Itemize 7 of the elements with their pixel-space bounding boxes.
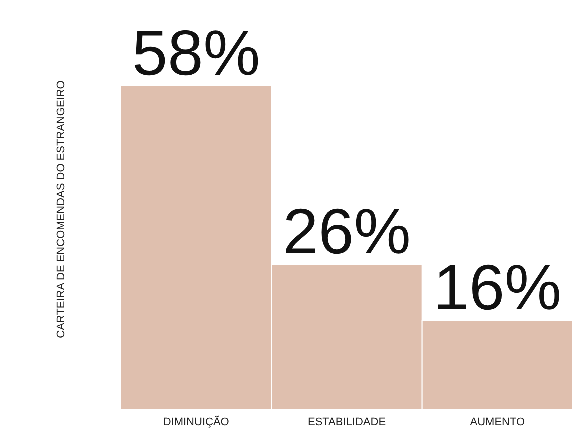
x-tick-label: DIMINUIÇÃO: [163, 416, 230, 428]
data-label: 16%: [434, 252, 562, 324]
y-axis-title: CARTEIRA DE ENCOMENDAS DO ESTRANGEIRO: [56, 80, 68, 338]
x-tick-label: ESTABILIDADE: [308, 416, 386, 428]
x-tick-label: AUMENTO: [470, 416, 526, 428]
data-label: 58%: [132, 16, 260, 89]
data-label: 26%: [282, 196, 412, 268]
